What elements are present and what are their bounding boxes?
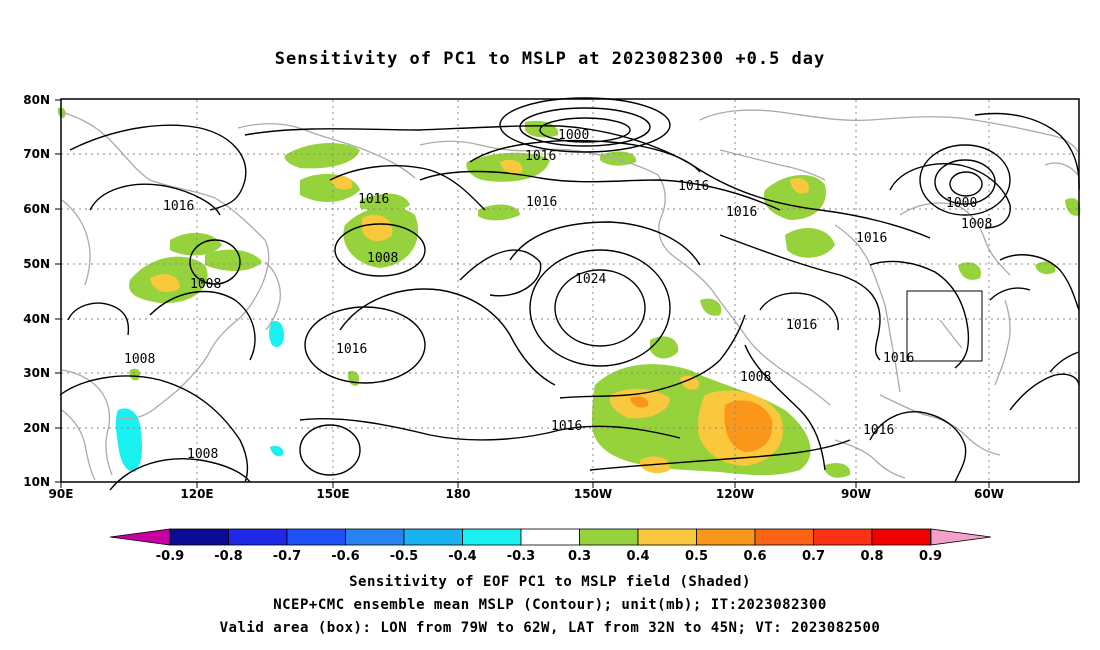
colorbar-left-arrow (109, 528, 171, 546)
colorbar-tick-label: 0.9 (919, 549, 942, 564)
colorbar-tick-label: 0.6 (743, 549, 766, 564)
colorbar-tick-label: -0.6 (331, 549, 359, 564)
contour-label: 1016 (856, 231, 887, 246)
axis-ticks (55, 99, 990, 488)
colorbar-tick-label: -0.9 (156, 549, 184, 564)
contour-label: 1016 (525, 149, 556, 164)
contour-label: 1016 (883, 351, 914, 366)
lon-label: 150W (574, 487, 612, 501)
colorbar-swatch (228, 528, 288, 546)
contour-label: 1000 (558, 128, 589, 143)
contour-label: 1008 (961, 217, 992, 232)
lat-label: 70N (23, 147, 50, 161)
lat-label: 10N (23, 475, 50, 489)
lon-label: 120W (716, 487, 754, 501)
lon-label: 120E (180, 487, 213, 501)
lon-label: 90E (49, 487, 74, 501)
longitude-labels: 90E 120E 150E 180 150W 120W 90W 60W (49, 487, 1004, 501)
colorbar-tick-label: 0.3 (568, 549, 591, 564)
contour-label: 1016 (863, 423, 894, 438)
colorbar-swatch (696, 528, 756, 546)
colorbar-tick-label: 0.5 (685, 549, 708, 564)
colorbar-tick-label: -0.8 (214, 549, 242, 564)
contour-label: 1016 (336, 342, 367, 357)
contour-label: 1008 (190, 277, 221, 292)
contour-label: 1016 (358, 192, 389, 207)
lat-label: 20N (23, 421, 50, 435)
contour-label: 1016 (678, 179, 709, 194)
lat-label: 60N (23, 202, 50, 216)
contour-label: 1024 (575, 272, 606, 287)
contour-label: 1000 (946, 196, 977, 211)
colorbar-tick-label: 0.4 (626, 549, 649, 564)
colorbar-swatch (462, 528, 522, 546)
lat-label: 30N (23, 366, 50, 380)
colorbar-tick-label: -0.3 (507, 549, 535, 564)
caption-line-3: Valid area (box): LON from 79W to 62W, L… (219, 620, 881, 636)
colorbar-swatch (637, 528, 697, 546)
colorbar-tick-label: -0.7 (273, 549, 301, 564)
lat-label: 80N (23, 93, 50, 107)
contour-label: 1016 (526, 195, 557, 210)
colorbar-right-arrow (930, 528, 992, 546)
colorbar-swatch (403, 528, 463, 546)
colorbar-tick-label: -0.5 (390, 549, 418, 564)
colorbar-swatch (169, 528, 229, 546)
map-title: Sensitivity of PC1 to MSLP at 2023082300… (274, 49, 826, 69)
contour-label: 1016 (551, 419, 582, 434)
contour-label: 1008 (124, 352, 155, 367)
colorbar-tick-label: -0.4 (448, 549, 476, 564)
mslp-contours (59, 97, 1080, 491)
contour-label: 1008 (187, 447, 218, 462)
lat-label: 50N (23, 257, 50, 271)
lat-label: 40N (23, 312, 50, 326)
colorbar-swatch (871, 528, 931, 546)
colorbar-swatch (813, 528, 873, 546)
lon-label: 150E (316, 487, 349, 501)
valid-area-box (906, 290, 983, 362)
sensitivity-shading (57, 107, 1081, 478)
contour-label: 1016 (163, 199, 194, 214)
caption-line-2: NCEP+CMC ensemble mean MSLP (Contour); u… (273, 597, 827, 613)
contour-label: 1016 (786, 318, 817, 333)
lon-label: 90W (841, 487, 871, 501)
contour-labels: 1000 1016 1016 1016 1016 1016 1016 1000 … (124, 128, 992, 462)
lon-label: 60W (974, 487, 1004, 501)
colorbar-swatch (345, 528, 405, 546)
colorbar-swatch (579, 528, 639, 546)
colorbar-swatch (754, 528, 814, 546)
contour-label: 1016 (726, 205, 757, 220)
colorbar: -0.9 -0.8 -0.7 -0.6 -0.5 -0.4 -0.3 0.3 0.4 0.5 0.6… (109, 528, 992, 564)
contour-label: 1008 (367, 251, 398, 266)
caption-line-1: Sensitivity of EOF PC1 to MSLP field (Sh… (349, 574, 751, 590)
latitude-labels: 80N 70N 60N 50N 40N 30N 20N 10N (23, 93, 50, 489)
map-frame (60, 98, 1080, 483)
colorbar-tick-label: 0.7 (802, 549, 825, 564)
colorbar-swatch (286, 528, 346, 546)
colorbar-tick-label: 0.8 (860, 549, 883, 564)
contour-label: 1008 (740, 370, 771, 385)
colorbar-swatch (520, 528, 580, 546)
lon-label: 180 (445, 487, 470, 501)
